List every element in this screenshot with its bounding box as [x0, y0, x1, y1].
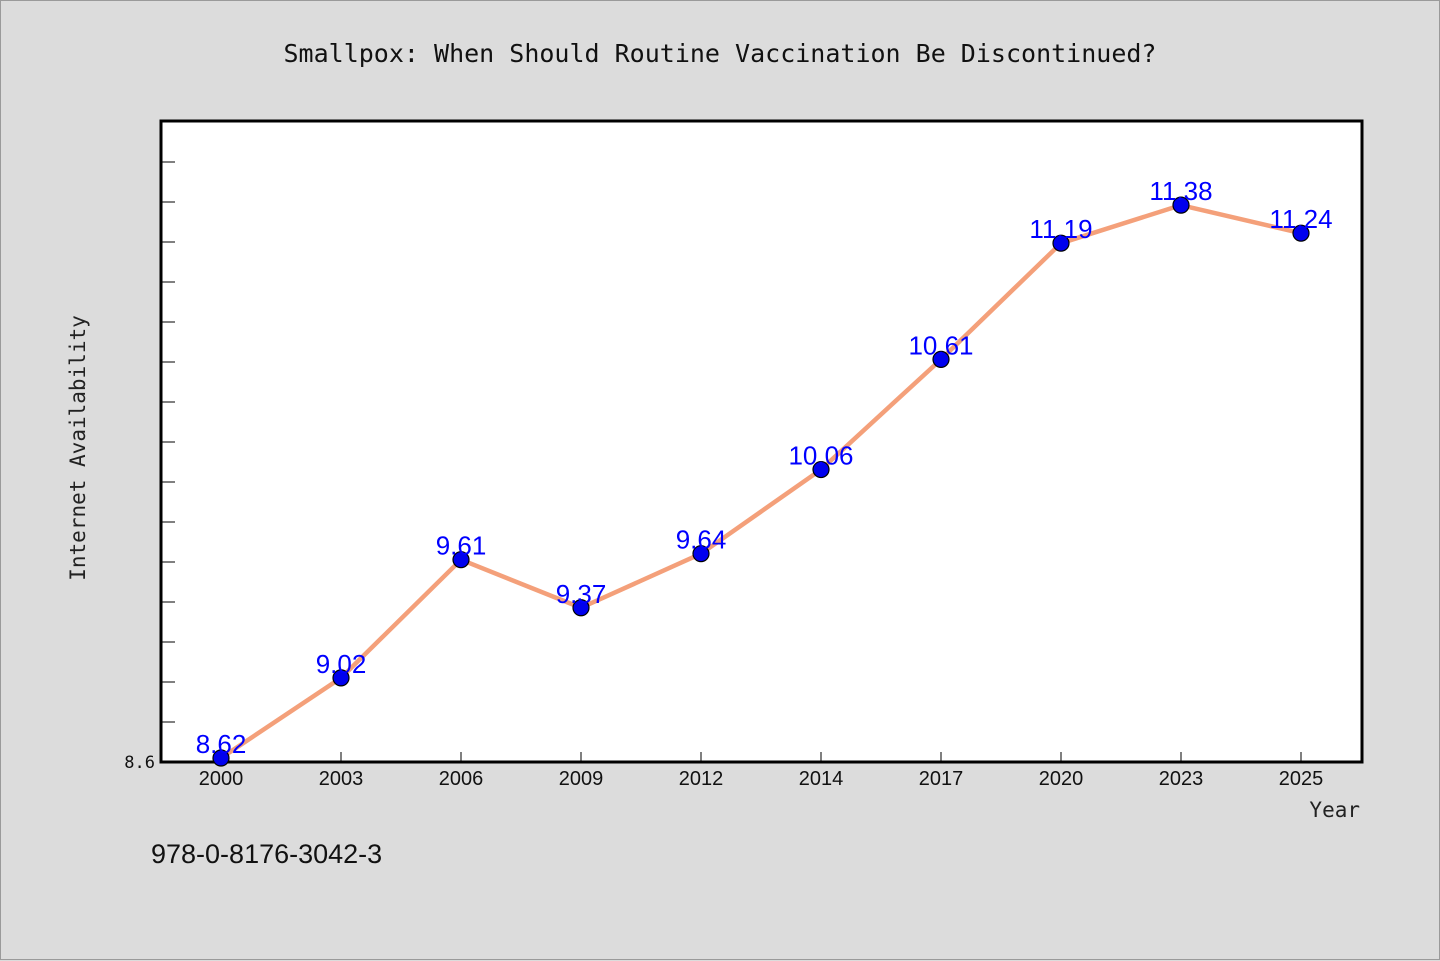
data-point [212, 749, 230, 767]
data-labels: 8.62 9.02 9.61 9.37 9.64 10.06 10.61 11.19 11.38… [196, 176, 1333, 759]
data-label: 11.24 [1269, 204, 1332, 234]
data-point [932, 350, 950, 368]
data-label: 9.64 [676, 525, 727, 555]
data-point [572, 599, 590, 617]
data-label: 9.02 [316, 649, 367, 679]
chart-title: Smallpox: When Should Routine Vaccinatio… [284, 39, 1157, 68]
isbn-footnote: 978-0-8176-3042-3 [151, 839, 382, 869]
x-tick-label: 2009 [559, 768, 604, 790]
data-point [1292, 224, 1310, 242]
y-axis-label: Internet Availability [66, 315, 90, 581]
x-tick-label: 2025 [1279, 768, 1324, 790]
data-point [332, 669, 350, 687]
x-tick-label: 2014 [799, 768, 844, 790]
data-point [812, 460, 830, 479]
data-label: 9.61 [436, 531, 487, 561]
data-label: 11.38 [1149, 176, 1212, 206]
x-tick-label: 2000 [199, 768, 244, 790]
data-label: 10.61 [908, 330, 973, 360]
series-line [218, 202, 1304, 761]
y-axis-tick-labels: 8.6 [124, 753, 155, 773]
data-label: 10.06 [788, 441, 853, 471]
data-point [452, 551, 470, 569]
x-axis-label: Year [1309, 798, 1360, 822]
y-minor-ticks [161, 161, 175, 723]
data-point [1172, 196, 1190, 214]
x-tick-label: 2012 [679, 768, 724, 790]
x-tick-label: 2006 [439, 768, 484, 790]
data-label: 11.19 [1029, 214, 1092, 244]
data-label: 8.62 [196, 729, 247, 759]
x-tick-label: 2017 [919, 768, 964, 790]
x-axis-ticks: 2000 2003 2006 2009 2012 2014 2017 2020 2023 2025 [199, 752, 1324, 790]
data-point [692, 545, 710, 563]
series-markers [212, 196, 1310, 767]
x-tick-label: 2023 [1159, 768, 1204, 790]
y-tick-label: 8.6 [124, 753, 155, 773]
data-point [1052, 234, 1070, 252]
x-tick-label: 2020 [1039, 768, 1084, 790]
x-tick-label: 2003 [319, 768, 364, 790]
data-label: 9.37 [556, 579, 607, 609]
